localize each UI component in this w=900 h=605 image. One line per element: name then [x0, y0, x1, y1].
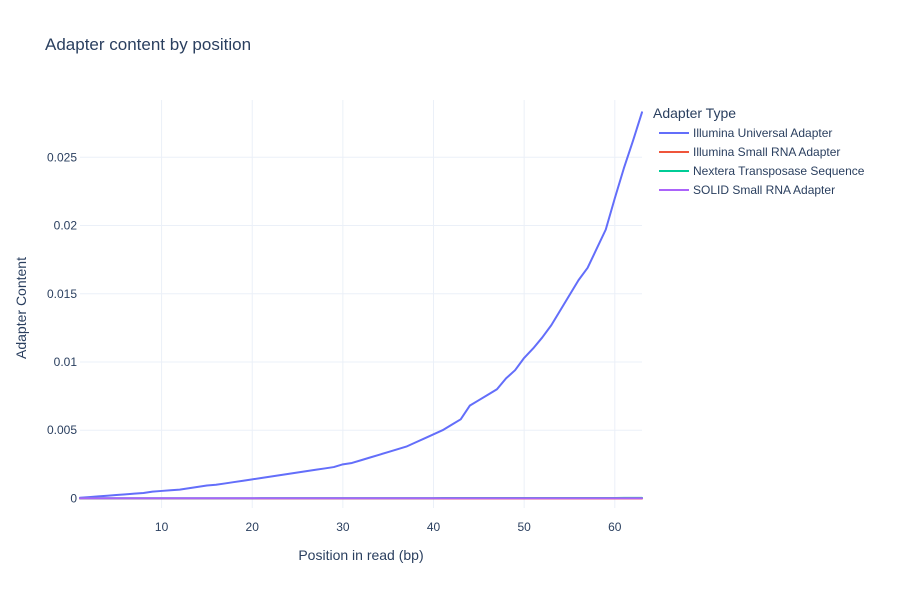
y-tick-label: 0.005	[47, 423, 77, 437]
x-tick-label: 60	[608, 520, 622, 534]
x-tick-label: 50	[517, 520, 531, 534]
legend-title: Adapter Type	[653, 105, 736, 121]
grid-lines	[80, 100, 642, 508]
y-tick-label: 0	[70, 491, 77, 505]
y-tick-label: 0.01	[54, 355, 78, 369]
legend-items: Illumina Universal Adapter Illumina Small…	[659, 126, 865, 197]
x-axis-ticks: 10 20 30 40 50 60	[155, 520, 622, 534]
legend-label: Nextera Transposase Sequence	[693, 164, 865, 178]
legend-label: SOLID Small RNA Adapter	[693, 183, 835, 197]
y-tick-label: 0.025	[47, 150, 77, 164]
legend-item-illumina-universal-adapter[interactable]: Illumina Universal Adapter	[659, 126, 832, 140]
y-tick-label: 0.02	[54, 219, 78, 233]
y-tick-label: 0.015	[47, 287, 77, 301]
chart-title: Adapter content by position	[45, 35, 251, 54]
y-axis-title: Adapter Content	[13, 257, 29, 359]
legend-item-nextera-transposase-sequence[interactable]: Nextera Transposase Sequence	[659, 164, 865, 178]
legend[interactable]: Adapter Type Illumina Universal AdapterI…	[653, 105, 865, 197]
x-tick-label: 20	[246, 520, 260, 534]
x-axis-title: Position in read (bp)	[298, 547, 423, 563]
y-axis-ticks: 0 0.005 0.01 0.015 0.02 0.025	[47, 150, 77, 505]
legend-item-illumina-small-rna-adapter[interactable]: Illumina Small RNA Adapter	[659, 145, 840, 159]
x-tick-label: 40	[427, 520, 441, 534]
x-tick-label: 10	[155, 520, 169, 534]
legend-label: Illumina Universal Adapter	[693, 126, 832, 140]
x-tick-label: 30	[336, 520, 350, 534]
legend-item-solid-small-rna-adapter[interactable]: SOLID Small RNA Adapter	[659, 183, 835, 197]
series-line-illumina-universal-adapter	[80, 112, 642, 497]
series-lines	[80, 112, 642, 498]
legend-label: Illumina Small RNA Adapter	[693, 145, 840, 159]
